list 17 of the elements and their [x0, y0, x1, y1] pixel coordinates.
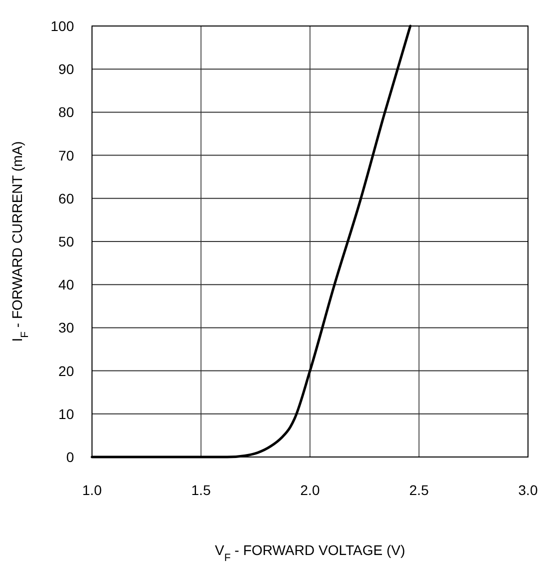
y-tick-label: 70: [58, 147, 74, 164]
x-tick-label: 3.0: [518, 482, 538, 498]
y-tick-label: 80: [58, 104, 74, 120]
y-tick-label: 0: [66, 449, 74, 465]
y-tick-label: 60: [58, 190, 74, 206]
y-tick-label: 40: [58, 276, 74, 293]
x-axis-title: V$_{F}$ - FORWARD VOLTAGE (V): [214, 542, 406, 562]
y-tick-label: 10: [58, 406, 74, 422]
x-tick-label: 1.5: [191, 482, 211, 498]
x-tick-label: 2.5: [409, 482, 429, 498]
y-tick-label: 30: [58, 320, 74, 336]
x-tick-label: 1.0: [82, 482, 102, 498]
y-tick-label: 20: [58, 362, 74, 379]
y-tick-label: 90: [58, 61, 74, 78]
y-tick-label: 50: [58, 234, 74, 250]
x-tick-label: 2.0: [300, 482, 320, 498]
y-tick-label: 100: [50, 18, 74, 34]
